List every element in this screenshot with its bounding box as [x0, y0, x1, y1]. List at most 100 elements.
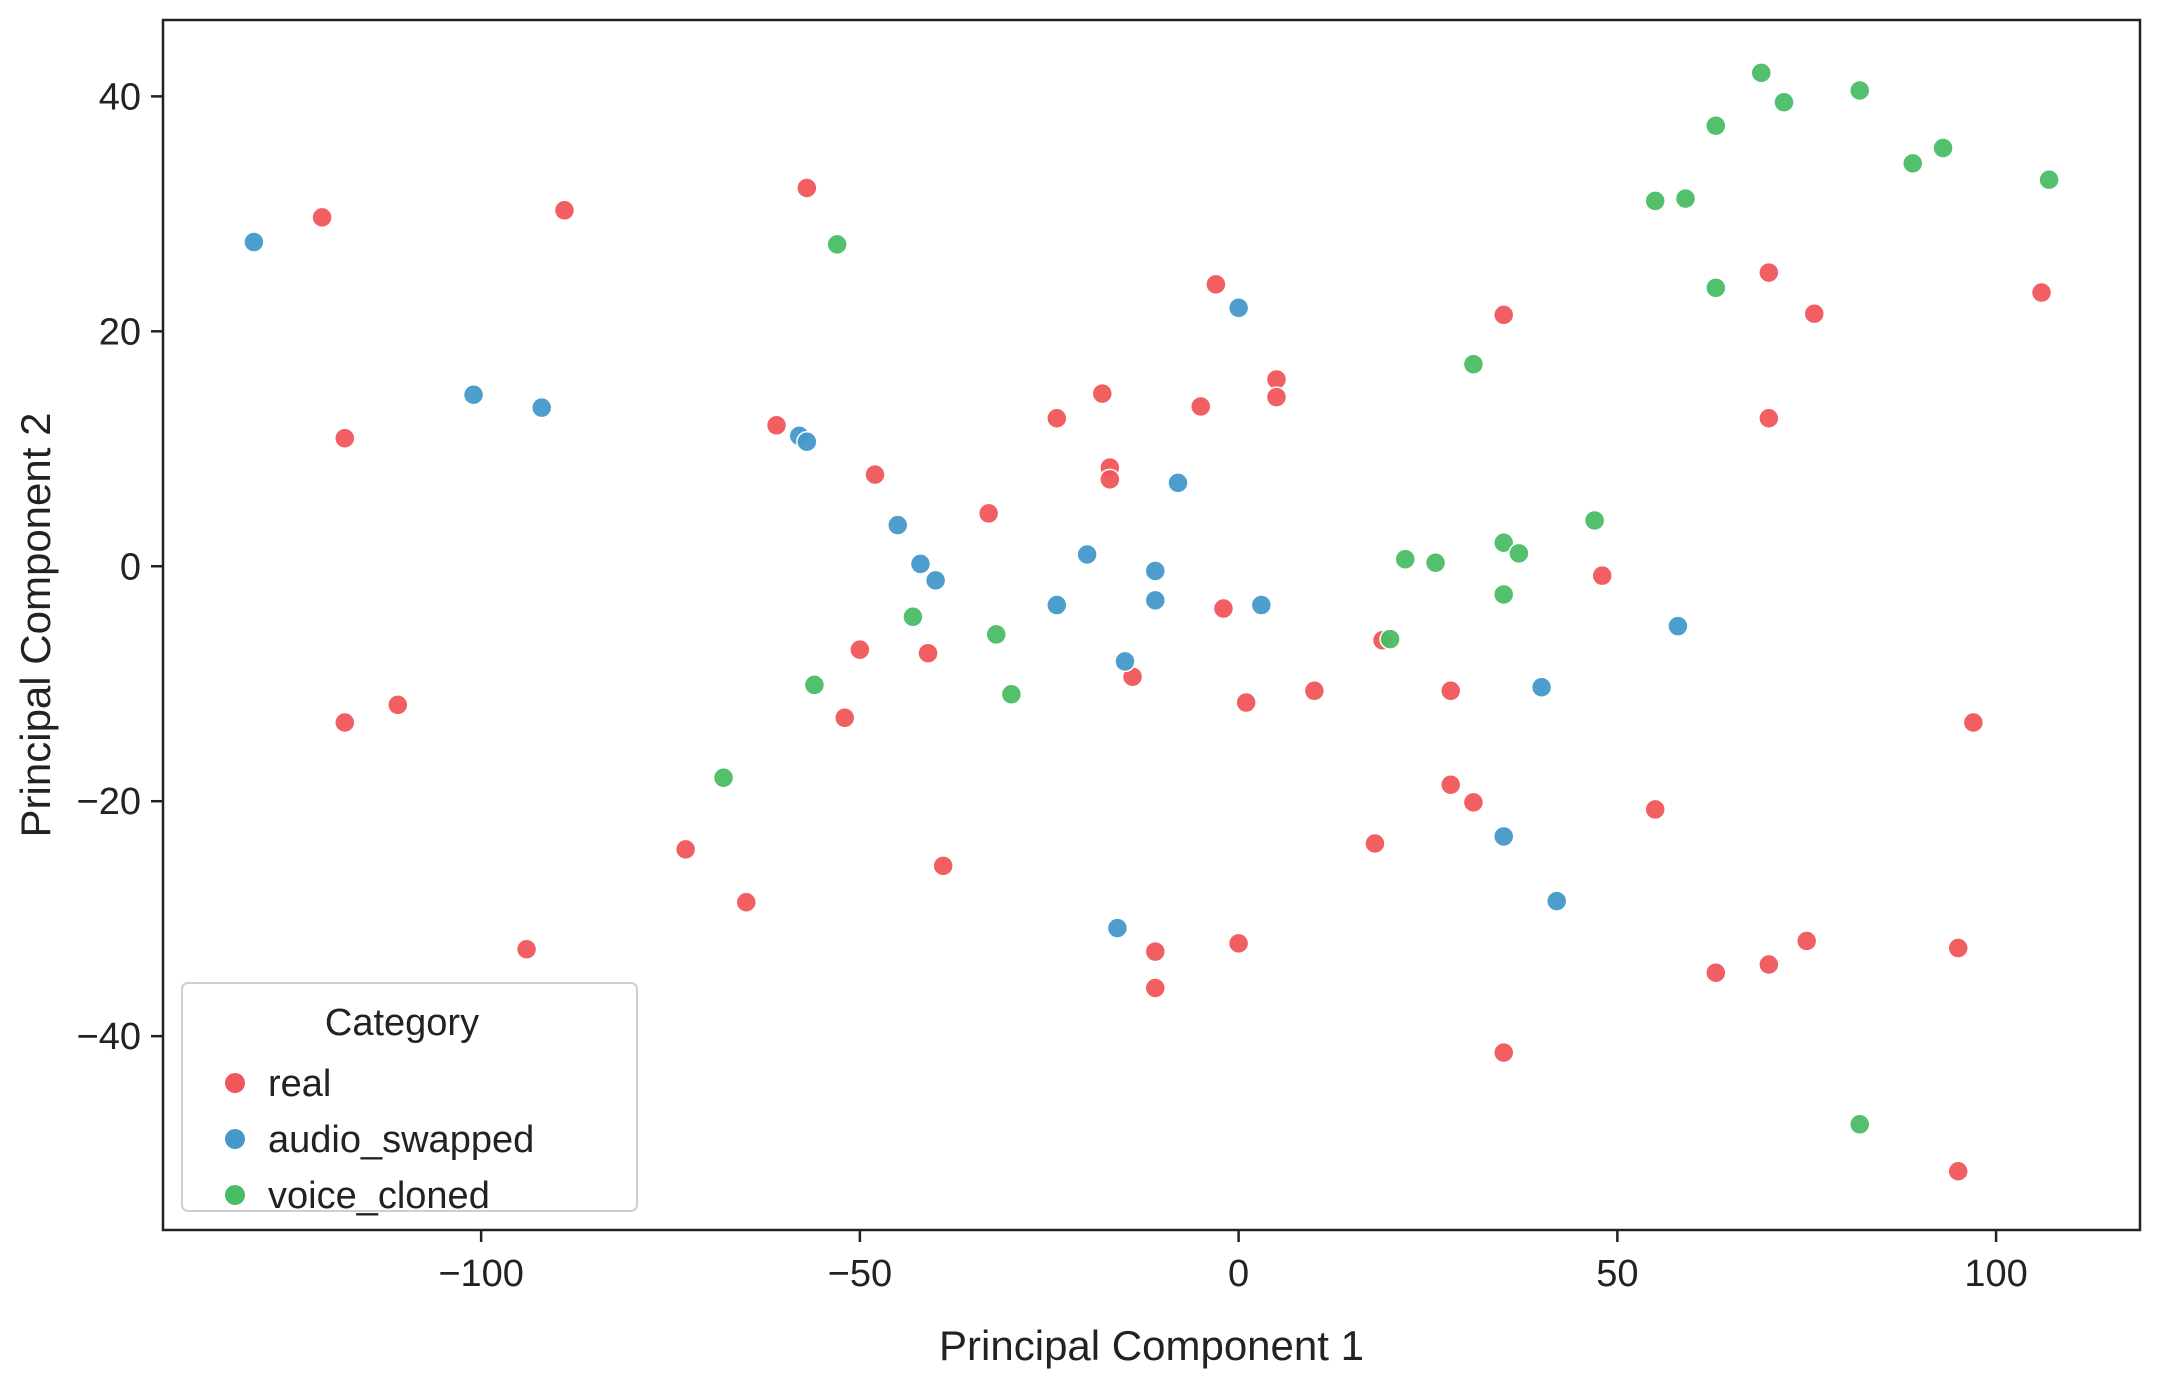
- legend-marker: [225, 1185, 245, 1205]
- point-real: [387, 694, 409, 716]
- point-real: [1091, 382, 1114, 405]
- point-real: [796, 177, 818, 199]
- point-voice-cloned: [1462, 353, 1485, 375]
- point-real: [1758, 407, 1780, 429]
- point-audio-swapped: [886, 514, 909, 536]
- point-real: [735, 891, 758, 913]
- point-voice-cloned: [1848, 1113, 1871, 1136]
- y-tick-label: 40: [99, 76, 141, 118]
- point-real: [1303, 680, 1326, 702]
- point-real: [833, 707, 856, 729]
- legend-entries: real audio_swapped voice_cloned: [225, 1063, 534, 1217]
- point-audio-swapped: [1106, 917, 1129, 939]
- point-real: [977, 502, 1000, 525]
- series-real: [311, 177, 2053, 1183]
- point-real: [1439, 774, 1462, 796]
- point-real: [1439, 680, 1462, 702]
- point-real: [765, 414, 788, 437]
- point-audio-swapped: [1227, 297, 1250, 319]
- point-real: [1462, 791, 1485, 814]
- point-voice-cloned: [985, 623, 1007, 646]
- point-real: [1591, 564, 1613, 587]
- legend-label: voice_cloned: [268, 1175, 490, 1217]
- point-voice-cloned: [1932, 137, 1954, 159]
- data-points: [243, 62, 2060, 1183]
- point-real: [311, 206, 333, 229]
- point-real: [849, 638, 871, 661]
- point-voice-cloned: [1773, 91, 1795, 113]
- point-audio-swapped: [1046, 594, 1068, 616]
- legend-title: Category: [325, 1002, 479, 1044]
- x-tick-label: 50: [1596, 1253, 1638, 1295]
- point-real: [1144, 940, 1167, 963]
- point-voice-cloned: [902, 606, 924, 628]
- legend-marker: [225, 1129, 245, 1149]
- point-real: [1492, 304, 1515, 326]
- point-audio-swapped: [1667, 615, 1689, 637]
- legend-box: [181, 982, 638, 1212]
- series-audio-swapped: [243, 231, 1689, 939]
- point-audio-swapped: [796, 430, 818, 453]
- legend-label: real: [268, 1063, 331, 1105]
- point-voice-cloned: [1750, 62, 1773, 84]
- point-real: [515, 938, 538, 960]
- point-voice-cloned: [1000, 683, 1023, 706]
- point-voice-cloned: [1644, 190, 1666, 212]
- point-real: [1758, 953, 1780, 976]
- point-voice-cloned: [1902, 152, 1924, 175]
- point-real: [932, 855, 954, 877]
- point-real: [1795, 930, 1818, 952]
- point-real: [1046, 407, 1068, 429]
- point-audio-swapped: [1114, 650, 1136, 673]
- point-audio-swapped: [1144, 589, 1167, 612]
- point-audio-swapped: [243, 231, 265, 253]
- point-real: [1947, 937, 1969, 959]
- legend-marker: [225, 1073, 245, 1093]
- point-real: [1962, 711, 1985, 734]
- point-real: [2030, 281, 2053, 304]
- point-voice-cloned: [1379, 628, 1401, 650]
- point-real: [1644, 798, 1666, 821]
- point-voice-cloned: [826, 233, 848, 256]
- legend-entry: real: [225, 1063, 331, 1105]
- point-real: [1235, 691, 1257, 714]
- legend-entry: audio_swapped: [225, 1119, 534, 1161]
- point-audio-swapped: [462, 383, 485, 406]
- legend-label: audio_swapped: [268, 1119, 534, 1161]
- point-audio-swapped: [1250, 594, 1273, 616]
- plot-area-frame: [161, 18, 2142, 1232]
- point-real: [1758, 261, 1780, 284]
- point-audio-swapped: [530, 396, 553, 419]
- point-real: [1144, 977, 1167, 999]
- point-real: [674, 838, 697, 861]
- point-audio-swapped: [1545, 890, 1568, 912]
- point-real: [1364, 832, 1386, 855]
- y-axis-title: Principal Component 2: [12, 413, 59, 838]
- x-axis-title: Principal Component 1: [939, 1322, 1364, 1369]
- point-real: [1205, 273, 1227, 296]
- point-real: [1705, 961, 1727, 984]
- point-real: [1189, 395, 1212, 418]
- point-real: [1492, 1041, 1515, 1064]
- y-tick-label: −40: [77, 1016, 141, 1058]
- point-real: [1227, 932, 1250, 955]
- point-real: [1265, 386, 1288, 408]
- point-real: [1803, 302, 1826, 325]
- point-voice-cloned: [712, 766, 735, 789]
- point-voice-cloned: [1492, 583, 1515, 606]
- point-real: [334, 711, 356, 734]
- point-voice-cloned: [803, 674, 826, 696]
- point-real: [1947, 1160, 1969, 1183]
- point-real: [334, 427, 356, 449]
- point-audio-swapped: [924, 569, 947, 592]
- x-tick-label: 100: [1964, 1253, 2027, 1295]
- legend: Category real audio_swapped voice_cloned: [181, 982, 638, 1217]
- x-tick-label: −50: [828, 1253, 892, 1295]
- point-voice-cloned: [1848, 79, 1871, 102]
- point-voice-cloned: [1705, 114, 1727, 137]
- point-real: [553, 199, 576, 222]
- point-voice-cloned: [1583, 509, 1606, 532]
- y-tick-label: 0: [120, 546, 141, 588]
